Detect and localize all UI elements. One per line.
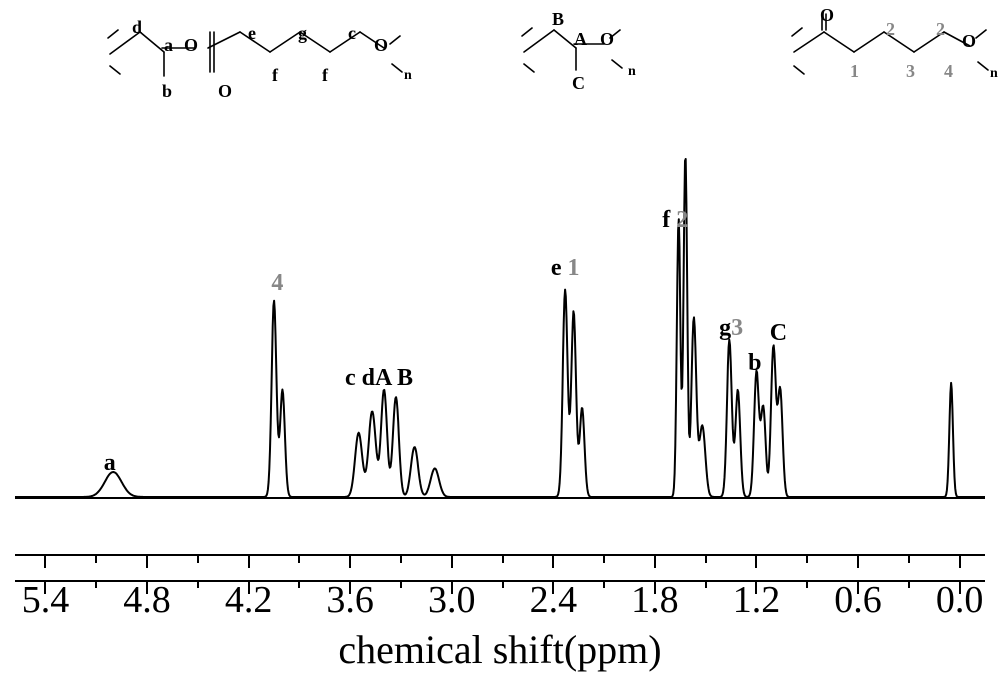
x-axis-title: chemical shift(ppm) (338, 626, 661, 673)
x-tick-label: 4.8 (123, 578, 171, 622)
x-axis: 5.44.84.23.63.02.41.81.20.60.0 (15, 554, 985, 582)
peak-label: b (748, 350, 761, 377)
peak-label: c dA B (345, 365, 413, 392)
peak-label: g3 (719, 315, 743, 342)
x-tick-label: 4.2 (225, 578, 273, 622)
x-tick-label: 1.8 (631, 578, 679, 622)
x-tick-label: 0.6 (834, 578, 882, 622)
x-tick-label: 3.6 (326, 578, 374, 622)
x-tick-label: 3.0 (428, 578, 476, 622)
x-tick-label: 2.4 (530, 578, 578, 622)
peak-label: a (104, 450, 116, 477)
spectrum-trace (0, 0, 1000, 560)
x-tick-label: 5.4 (22, 578, 70, 622)
x-tick-label: 0.0 (936, 578, 984, 622)
nmr-spectrum-figure: daOegcOffbOnBAOCnO22O134n a4c dA Be 1f 2… (0, 0, 1000, 676)
peak-label: f 2 (662, 207, 688, 234)
peak-label: 4 (271, 270, 283, 297)
peak-label: C (770, 320, 787, 347)
peak-label: e 1 (551, 255, 580, 282)
x-tick-label: 1.2 (733, 578, 781, 622)
